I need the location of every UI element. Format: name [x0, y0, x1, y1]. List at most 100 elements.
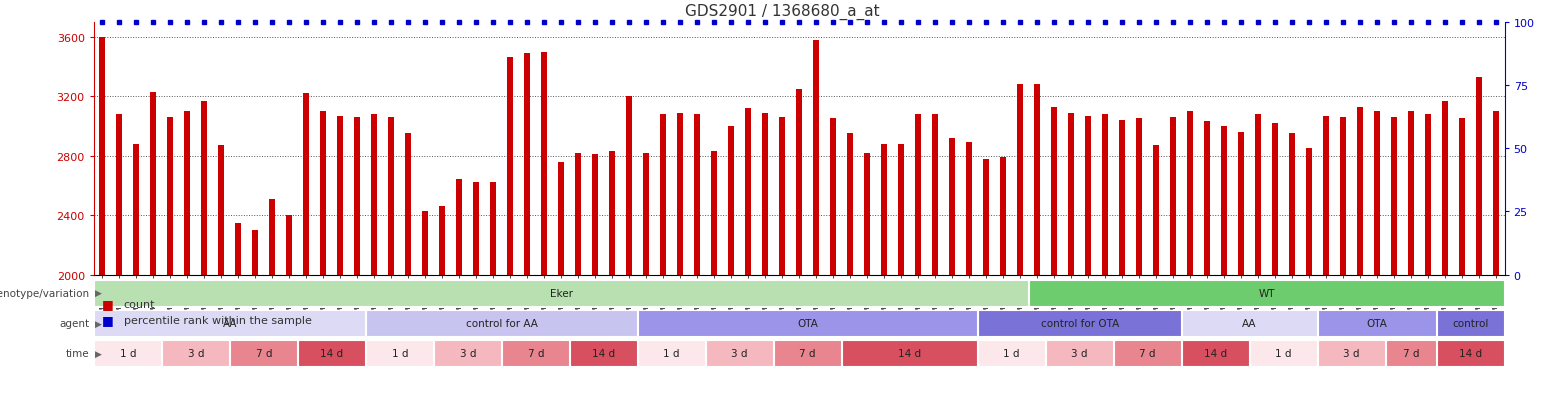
Text: 7 d: 7 d	[799, 348, 816, 358]
Bar	[541, 52, 547, 413]
Bar	[94, 310, 366, 336]
Bar	[1323, 116, 1329, 413]
Bar	[1170, 118, 1176, 413]
Text: control for AA: control for AA	[466, 318, 538, 328]
Bar	[796, 90, 802, 413]
Bar	[1001, 158, 1006, 413]
Bar	[967, 143, 973, 413]
Bar	[744, 109, 751, 413]
Text: 14 d: 14 d	[593, 348, 615, 358]
Bar	[576, 153, 582, 413]
Bar	[779, 118, 785, 413]
Text: control for OTA: control for OTA	[1040, 318, 1118, 328]
Bar	[100, 38, 105, 413]
Bar	[94, 340, 161, 366]
Text: 7 d: 7 d	[527, 348, 544, 358]
Text: genotype/variation: genotype/variation	[0, 288, 89, 298]
Bar	[502, 340, 569, 366]
Bar	[558, 162, 565, 413]
Bar	[898, 145, 904, 413]
Bar	[729, 127, 734, 413]
Bar	[507, 58, 513, 413]
Bar	[949, 138, 956, 413]
Bar	[269, 199, 275, 413]
Bar	[694, 115, 701, 413]
Bar	[712, 152, 718, 413]
Bar	[252, 230, 258, 413]
Bar	[286, 216, 292, 413]
Bar	[593, 155, 597, 413]
Bar	[1318, 310, 1436, 336]
Bar	[1250, 340, 1317, 366]
Bar	[643, 153, 649, 413]
Bar	[1239, 133, 1243, 413]
Bar	[1289, 134, 1295, 413]
Bar	[366, 340, 433, 366]
Bar	[841, 340, 978, 366]
Text: 3 d: 3 d	[188, 348, 203, 358]
Bar	[571, 340, 638, 366]
Text: AA: AA	[1242, 318, 1257, 328]
Text: Eker: Eker	[551, 288, 572, 298]
Text: 3 d: 3 d	[460, 348, 475, 358]
Text: ▶: ▶	[95, 289, 102, 297]
Bar	[1046, 340, 1114, 366]
Bar	[338, 116, 343, 413]
Bar	[1459, 119, 1465, 413]
Bar	[1256, 115, 1261, 413]
Bar	[524, 54, 530, 413]
Bar	[1204, 122, 1211, 413]
Text: 14 d: 14 d	[321, 348, 344, 358]
Bar	[1103, 115, 1109, 413]
Bar	[978, 340, 1045, 366]
Bar	[1085, 116, 1092, 413]
Bar	[439, 207, 446, 413]
Bar	[1034, 85, 1040, 413]
Bar	[1318, 340, 1386, 366]
Bar	[167, 118, 174, 413]
Bar	[848, 134, 854, 413]
Bar	[830, 119, 837, 413]
Bar	[388, 118, 394, 413]
Text: 14 d: 14 d	[898, 348, 921, 358]
Bar	[1476, 78, 1483, 413]
Bar	[1437, 310, 1505, 336]
Text: OTA: OTA	[798, 318, 818, 328]
Bar	[1437, 340, 1505, 366]
Text: OTA: OTA	[1367, 318, 1387, 328]
Text: control: control	[1453, 318, 1489, 328]
Bar	[235, 223, 241, 413]
Text: count: count	[124, 299, 155, 309]
Bar	[774, 340, 841, 366]
Bar	[677, 113, 683, 413]
Bar	[1386, 340, 1436, 366]
Bar	[610, 152, 615, 413]
Bar	[321, 112, 327, 413]
Text: 3 d: 3 d	[732, 348, 748, 358]
Text: ▶: ▶	[95, 349, 102, 358]
Bar	[1340, 118, 1347, 413]
Bar	[303, 94, 310, 413]
Bar	[638, 340, 705, 366]
Bar	[185, 112, 191, 413]
Bar	[1306, 149, 1312, 413]
Bar	[1187, 112, 1193, 413]
Bar	[1068, 113, 1074, 413]
Bar	[94, 280, 1028, 306]
Bar	[230, 340, 297, 366]
Bar	[355, 118, 360, 413]
Bar	[1272, 123, 1278, 413]
Bar	[660, 115, 666, 413]
Bar	[638, 310, 978, 336]
Text: agent: agent	[59, 318, 89, 328]
Bar	[1425, 115, 1431, 413]
Text: 14 d: 14 d	[1459, 348, 1483, 358]
Text: 1 d: 1 d	[119, 348, 136, 358]
Text: GDS2901 / 1368680_a_at: GDS2901 / 1368680_a_at	[685, 3, 879, 19]
Bar	[1408, 112, 1414, 413]
Bar	[1153, 146, 1159, 413]
Bar	[1051, 107, 1057, 413]
Bar	[915, 115, 921, 413]
Bar	[1135, 119, 1142, 413]
Bar	[422, 211, 429, 413]
